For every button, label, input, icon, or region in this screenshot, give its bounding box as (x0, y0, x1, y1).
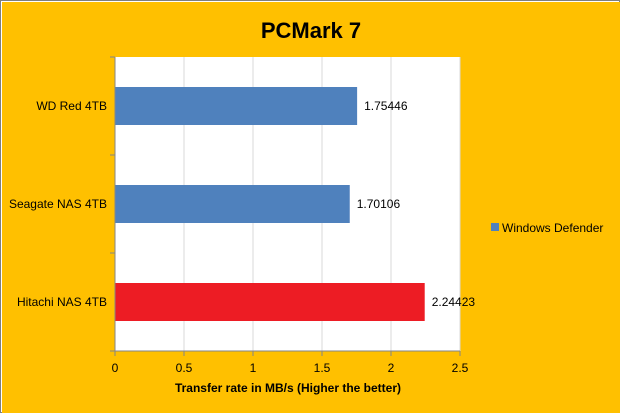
x-tick-label: 2 (388, 361, 395, 375)
category-label: WD Red 4TB (36, 99, 107, 113)
data-label: 1.70106 (357, 197, 401, 211)
x-tick-label: 2.5 (452, 361, 469, 375)
legend-swatch (491, 223, 499, 231)
bar (115, 283, 425, 321)
x-tick-labels: 0 0.5 1 1.5 2 2.5 (112, 361, 469, 375)
chart-title: PCMark 7 (261, 18, 361, 43)
bar (115, 185, 350, 223)
x-tick-label: 1 (250, 361, 257, 375)
legend: Windows Defender (491, 221, 603, 235)
data-label: 1.75446 (364, 99, 408, 113)
legend-label: Windows Defender (502, 221, 603, 235)
x-tick-label: 0 (112, 361, 119, 375)
category-label: Hitachi NAS 4TB (17, 295, 107, 309)
x-tick-label: 1.5 (314, 361, 331, 375)
category-labels: WD Red 4TB Seagate NAS 4TB Hitachi NAS 4TB (9, 99, 107, 309)
x-axis-title: Transfer rate in MB/s (Higher the better… (175, 381, 401, 395)
data-label: 2.24423 (432, 295, 476, 309)
category-label: Seagate NAS 4TB (9, 197, 107, 211)
bar (115, 87, 358, 125)
x-tick-label: 0.5 (176, 361, 193, 375)
data-labels: 1.75446 1.70106 2.24423 (357, 99, 476, 309)
axes (110, 56, 461, 356)
bars (115, 87, 425, 321)
